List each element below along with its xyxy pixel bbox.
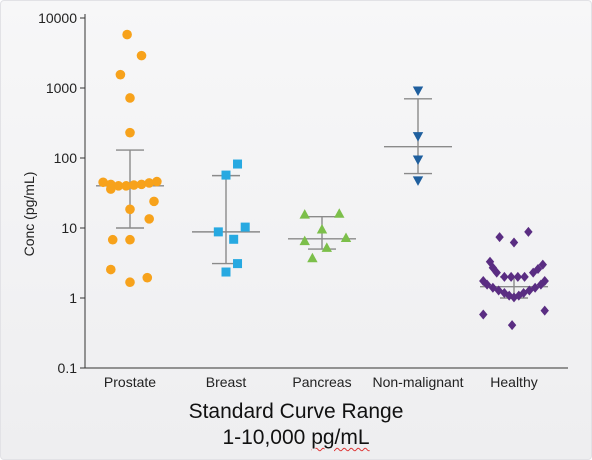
healthy-point — [513, 271, 523, 282]
breast-point — [233, 259, 243, 269]
breast-point — [233, 159, 243, 169]
prostate-point — [121, 181, 131, 191]
prostate-point — [144, 214, 154, 224]
x-category-label: Healthy — [490, 374, 537, 390]
data-points — [98, 29, 549, 331]
y-axis-label-group: Conc (pg/mL) — [21, 172, 37, 257]
y-ticks: 0.1 1 10 100 1000 10000 — [38, 10, 85, 376]
y-axis-label: Conc (pg/mL) — [21, 172, 37, 257]
healthy-point — [538, 259, 547, 270]
prostate-point — [136, 179, 147, 190]
healthy-point — [509, 292, 519, 303]
prostate-point — [125, 127, 135, 138]
x-category-label: Prostate — [104, 374, 156, 390]
non-malignant-point — [412, 86, 424, 97]
y-tick-label: 0.1 — [58, 360, 78, 376]
healthy-point — [524, 226, 533, 237]
y-tick-label: 10000 — [38, 10, 77, 26]
y-tick-label: 10 — [61, 220, 77, 236]
x-category-label: Pancreas — [292, 374, 351, 390]
y-tick-label: 100 — [54, 150, 78, 166]
breast-point — [221, 170, 231, 180]
prostate-point — [125, 93, 135, 103]
caption-range: 1-10,000 — [222, 426, 312, 449]
caption-unit: pg/mL — [311, 426, 370, 449]
healthy-point — [495, 232, 504, 243]
pancreas-point — [299, 235, 310, 246]
y-tick-label: 1 — [69, 290, 77, 306]
pancreas-point — [316, 224, 328, 234]
breast-point — [240, 222, 250, 232]
healthy-point — [492, 267, 501, 278]
breast-point — [213, 227, 223, 237]
caption-line-1: Standard Curve Range — [188, 400, 404, 423]
healthy-point — [520, 271, 529, 282]
prostate-point — [122, 29, 132, 40]
pancreas-point — [340, 232, 352, 242]
prostate-point — [142, 272, 153, 283]
healthy-point — [500, 271, 509, 282]
pancreas-point — [321, 242, 332, 252]
healthy-point — [479, 309, 488, 320]
prostate-point — [136, 50, 147, 61]
x-category-labels: Prostate Breast Pancreas Non-malignant Healt… — [104, 374, 538, 390]
healthy-point — [529, 267, 538, 278]
axes — [84, 14, 568, 369]
prostate-point — [125, 277, 135, 288]
caption-line-2: 1-10,000 pg/mL — [0, 426, 592, 450]
healthy-point — [507, 320, 517, 331]
healthy-point — [506, 271, 516, 282]
prostate-point — [129, 180, 139, 190]
pancreas-point — [307, 252, 318, 263]
breast-point — [229, 234, 239, 244]
prostate-point — [106, 264, 116, 275]
non-malignant-point — [412, 155, 424, 166]
y-tick-label: 1000 — [46, 80, 77, 96]
prostate-point — [113, 181, 124, 191]
prostate-point — [144, 178, 154, 188]
healthy-point — [540, 305, 549, 316]
prostate-point — [149, 196, 159, 207]
pancreas-point — [299, 209, 310, 219]
prostate-point — [152, 176, 162, 187]
healthy-point — [509, 237, 519, 248]
x-category-label: Breast — [206, 374, 247, 390]
pancreas-point — [334, 208, 345, 218]
prostate-point — [125, 234, 135, 245]
x-category-label: Non-malignant — [372, 374, 463, 390]
error-bars — [96, 98, 548, 299]
non-malignant-point — [412, 132, 424, 142]
healthy-point — [514, 290, 523, 301]
error-bar — [192, 174, 260, 265]
prostate-point — [125, 204, 135, 215]
breast-point — [221, 267, 231, 277]
prostate-point — [115, 69, 126, 80]
prostate-point — [107, 234, 118, 245]
prostate-point — [98, 177, 108, 188]
non-malignant-point — [412, 176, 424, 186]
scatter-chart: Conc (pg/mL) 0.1 1 10 100 1000 10000 Prostate… — [21, 10, 568, 390]
prostate-point — [106, 184, 116, 194]
